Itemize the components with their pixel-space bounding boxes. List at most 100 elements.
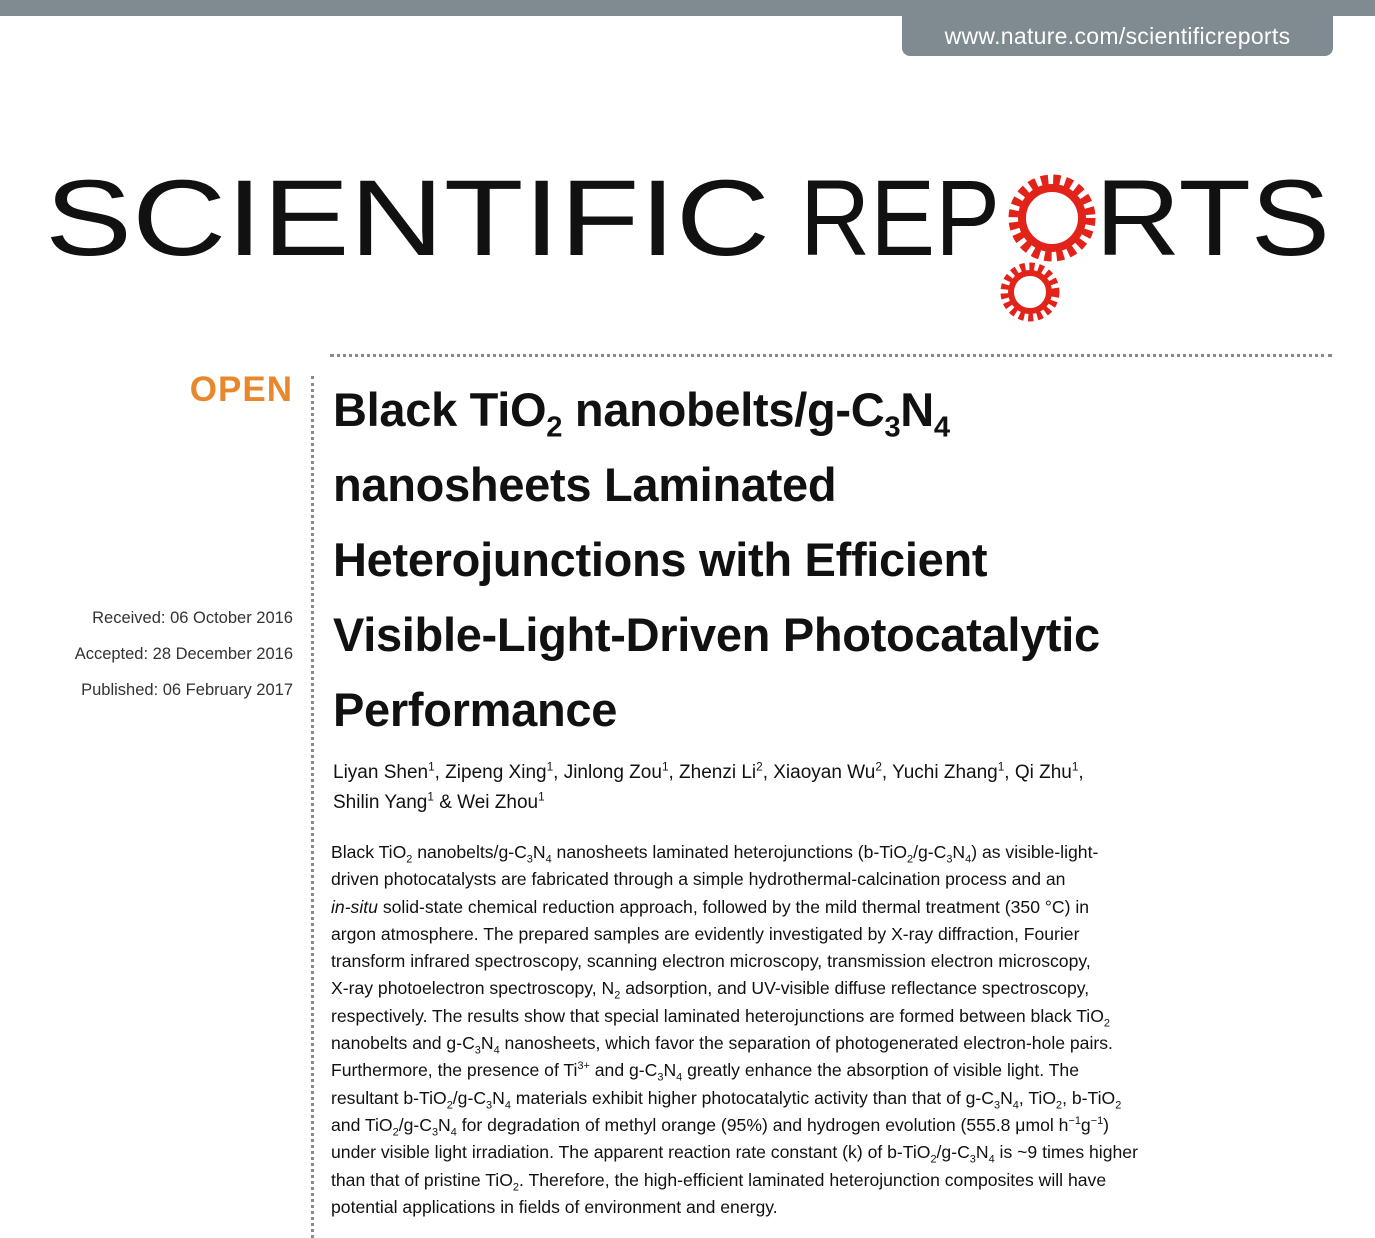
text-run: under visible light irradiation. The app… — [331, 1142, 931, 1163]
text-run: respectively. The results show that spec… — [331, 1005, 1104, 1026]
gear-ring — [1018, 184, 1086, 252]
subscript: 2 — [1115, 1099, 1122, 1112]
subscript: 3 — [884, 411, 901, 444]
subscript: 3 — [994, 1099, 1001, 1112]
text-run: N — [1000, 1087, 1013, 1108]
divider — [311, 376, 314, 1238]
subscript: 3 — [657, 1071, 664, 1084]
text-run: potential applications in fields of envi… — [331, 1196, 778, 1217]
date-line: Received: 06 October 2016 — [92, 609, 293, 627]
text-run: solid-state chemical reduction approach,… — [377, 896, 1090, 917]
text-run: N — [900, 383, 934, 436]
text-run: nanobelts and g-C — [331, 1033, 475, 1054]
text-run: than that of pristine TiO — [331, 1169, 513, 1190]
supscript: 1 — [427, 790, 434, 804]
text-run: nanosheets Laminated — [333, 458, 837, 511]
text-run: X-ray photoelectron spectroscopy, N — [331, 978, 615, 999]
text-run: Visible-Light-Driven Photocatalytic — [333, 608, 1100, 661]
text-run: and g-C — [589, 1060, 658, 1081]
subscript: 4 — [965, 853, 972, 866]
subscript: 2 — [392, 1126, 399, 1139]
abstract-line: resultant b-TiO2/g-C3N4 materials exhibi… — [331, 1085, 1138, 1112]
abstract-line: Black TiO2 nanobelts/g-C3N4 nanosheets l… — [331, 839, 1138, 866]
text-run: g — [1080, 1114, 1091, 1135]
text-run: and TiO — [331, 1114, 393, 1135]
text-run: /g-C — [936, 1142, 970, 1163]
abstract: Black TiO2 nanobelts/g-C3N4 nanosheets l… — [331, 839, 1138, 1221]
subscript: 4 — [988, 1153, 995, 1166]
text-run: nanobelts/g-C — [562, 383, 885, 436]
gear-teeth — [1008, 174, 1096, 262]
supscript: −1 — [1068, 1115, 1081, 1128]
title-line: Black TiO2 nanobelts/g-C3N4 — [333, 372, 1100, 447]
dates: Received: 06 October 2016 Accepted: 28 De… — [75, 600, 293, 708]
title-line: nanosheets Laminated — [333, 447, 1100, 522]
text-run: argon atmosphere. The prepared samples a… — [331, 923, 1080, 944]
subscript: 2 — [512, 1181, 519, 1194]
text-run: Liyan Shen — [333, 762, 429, 783]
subscript: 3 — [969, 1153, 976, 1166]
divider — [330, 354, 1332, 357]
text-run: ) — [1103, 1114, 1109, 1135]
subscript: 3 — [526, 853, 533, 866]
subscript: 4 — [676, 1071, 683, 1084]
subscript: 3 — [486, 1099, 493, 1112]
subscript: 3 — [431, 1126, 439, 1139]
text-run: /g-C — [913, 842, 947, 862]
subscript: 3 — [474, 1044, 481, 1057]
text-run: Heterojunctions with Efficient — [333, 533, 988, 586]
subscript: 2 — [446, 1099, 453, 1112]
subscript: 4 — [933, 411, 950, 444]
text-run: , Zipeng Xing — [434, 762, 547, 783]
article-title: Black TiO2 nanobelts/g-C3N4 nanosheets La… — [333, 372, 1100, 747]
subscript: 4 — [545, 853, 552, 866]
abstract-line: respectively. The results show that spec… — [331, 1003, 1138, 1030]
abstract-line: potential applications in fields of envi… — [331, 1194, 1138, 1221]
text-run: nanosheets laminated heterojunctions (b-… — [551, 842, 908, 862]
text-run: & Wei Zhou — [433, 792, 539, 813]
abstract-line: than that of pristine TiO2. Therefore, t… — [331, 1167, 1138, 1194]
abstract-line: driven photocatalysts are fabricated thr… — [331, 866, 1138, 893]
text-run: nanosheets, which favor the separation o… — [499, 1033, 1113, 1054]
text-run: resultant b-TiO — [331, 1087, 447, 1108]
text-run: /g-C — [398, 1114, 432, 1135]
journal-url[interactable]: www.nature.com/scientificreports — [902, 14, 1333, 56]
text-run: materials exhibit higher photocatalytic … — [510, 1087, 994, 1108]
abstract-line: nanobelts and g-C3N4 nanosheets, which f… — [331, 1030, 1138, 1057]
abstract-line: in-situ solid-state chemical reduction a… — [331, 894, 1138, 921]
text-run: , TiO — [1018, 1087, 1057, 1108]
journal-logo: SCIENTIFIC REP RTS — [45, 157, 1330, 322]
text-run: greatly enhance the absorption of visibl… — [682, 1060, 1079, 1081]
supscript: 3+ — [577, 1060, 590, 1073]
logo-bold: RTS — [1095, 157, 1330, 278]
supscript: 2 — [875, 760, 882, 774]
text-run: Performance — [333, 683, 618, 736]
text-run: nanobelts/g-C — [412, 842, 527, 862]
supscript: 1 — [1071, 760, 1079, 774]
subscript: 2 — [907, 853, 914, 866]
text-run: is ~9 times higher — [994, 1142, 1138, 1163]
supscript: 1 — [538, 790, 545, 804]
text-run: . Therefore, the high-efficient laminate… — [518, 1169, 1107, 1190]
supscript: −1 — [1090, 1115, 1104, 1128]
text-run: N — [975, 1142, 989, 1163]
subscript: 2 — [1056, 1099, 1063, 1112]
abstract-line: and TiO2/g-C3N4 for degradation of methy… — [331, 1112, 1138, 1139]
text-run: transform infrared spectroscopy, scannin… — [331, 951, 1091, 972]
text-run: N — [480, 1033, 494, 1054]
text-run: Shilin Yang — [333, 792, 428, 813]
subscript: 4 — [450, 1126, 457, 1139]
text-run: , Zhenzi Li — [668, 762, 757, 783]
subscript: 2 — [406, 853, 413, 866]
subscript: 2 — [930, 1153, 937, 1166]
date-line: Published: 06 February 2017 — [81, 681, 293, 699]
logo-gear — [1000, 174, 1096, 322]
open-access-badge: OPEN — [189, 370, 293, 409]
text-run: driven photocatalysts are fabricated thr… — [331, 869, 1066, 890]
abstract-line: Furthermore, the presence of Ti3+ and g-… — [331, 1057, 1138, 1084]
subscript: 4 — [493, 1044, 500, 1057]
text-run: , Qi Zhu — [1004, 762, 1072, 783]
author-line: Liyan Shen1, Zipeng Xing1, Jinlong Zou1,… — [333, 758, 1084, 788]
subscript: 4 — [1012, 1099, 1019, 1112]
